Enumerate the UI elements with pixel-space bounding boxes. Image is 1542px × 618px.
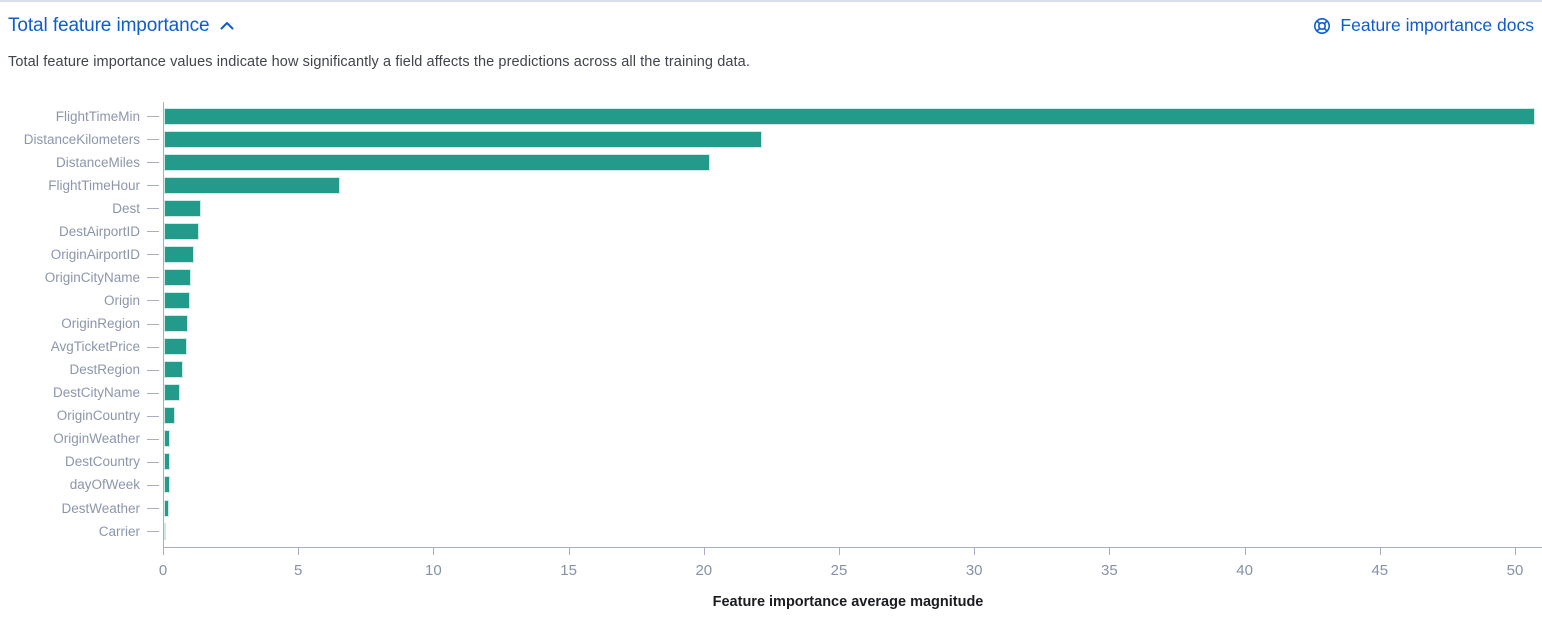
- bar[interactable]: [164, 199, 201, 217]
- y-axis-label: OriginWeather: [53, 431, 140, 447]
- bar[interactable]: [164, 130, 762, 148]
- x-tick-label: 20: [695, 562, 713, 579]
- x-tick: [298, 547, 300, 555]
- bar[interactable]: [164, 476, 170, 494]
- bar[interactable]: [164, 338, 187, 356]
- section-title: Total feature importance: [8, 15, 210, 36]
- y-axis-label: DestAirportID: [58, 223, 140, 239]
- y-tick: [147, 415, 159, 417]
- x-axis-line: [163, 547, 1542, 548]
- x-tick-label: 10: [425, 562, 442, 579]
- y-axis-label: AvgTicketPrice: [50, 339, 140, 355]
- x-tick-label: 50: [1506, 562, 1524, 579]
- bar[interactable]: [164, 384, 181, 402]
- bar[interactable]: [164, 407, 175, 425]
- docs-link-label: Feature importance docs: [1340, 15, 1534, 35]
- x-tick: [568, 547, 570, 555]
- x-tick-label: 30: [965, 562, 983, 579]
- x-tick: [703, 547, 705, 555]
- y-tick: [147, 392, 159, 394]
- bar[interactable]: [164, 245, 194, 263]
- y-tick: [147, 208, 159, 210]
- y-axis-label: FlightTimeHour: [48, 177, 140, 193]
- x-tick-label: 15: [560, 562, 577, 579]
- x-tick: [433, 547, 435, 555]
- y-axis-label: DestWeather: [61, 500, 140, 516]
- bar[interactable]: [164, 453, 170, 471]
- y-tick: [147, 300, 159, 302]
- bar[interactable]: [164, 153, 711, 171]
- y-axis-label: DestCountry: [64, 454, 140, 470]
- x-tick-label: 45: [1371, 562, 1389, 579]
- y-tick: [147, 162, 159, 164]
- y-axis-label: dayOfWeek: [69, 477, 140, 493]
- x-tick: [1379, 547, 1381, 555]
- y-axis-label: Carrier: [98, 523, 140, 539]
- x-tick-label: 35: [1101, 562, 1118, 579]
- x-tick: [1515, 547, 1516, 555]
- x-axis-title: Feature importance average magnitude: [712, 594, 984, 610]
- y-axis-line: [163, 102, 164, 547]
- y-tick: [147, 346, 159, 348]
- y-tick: [147, 277, 159, 279]
- bar[interactable]: [164, 430, 171, 448]
- y-tick: [147, 323, 159, 325]
- y-axis-label: DistanceMiles: [55, 154, 140, 170]
- bar[interactable]: [164, 291, 190, 309]
- total-feature-importance-toggle[interactable]: Total feature importance: [8, 15, 235, 37]
- feature-importance-docs-link[interactable]: Feature importance docs: [1313, 15, 1534, 36]
- y-tick: [147, 254, 159, 256]
- bar[interactable]: [164, 499, 169, 517]
- y-tick: [147, 531, 159, 533]
- x-tick: [974, 547, 976, 555]
- y-tick: [147, 484, 159, 486]
- y-tick: [147, 231, 159, 233]
- lifebuoy-help-icon: [1313, 17, 1331, 35]
- x-tick: [1109, 547, 1111, 555]
- y-axis-label: DestCityName: [52, 385, 140, 401]
- section-description: Total feature importance values indicate…: [8, 54, 750, 70]
- y-axis-label: DistanceKilometers: [23, 131, 140, 147]
- bar[interactable]: [164, 268, 192, 286]
- x-tick-label: 5: [294, 562, 303, 579]
- y-tick: [147, 139, 159, 141]
- chevron-up-icon: [219, 18, 235, 34]
- x-tick-label: 25: [830, 562, 848, 579]
- y-axis-label: OriginCityName: [44, 269, 140, 285]
- y-tick: [147, 185, 159, 187]
- y-axis-label: FlightTimeMin: [55, 108, 140, 124]
- bar[interactable]: [164, 361, 184, 379]
- x-tick-label: 0: [158, 562, 168, 579]
- x-tick: [1244, 547, 1246, 555]
- bar[interactable]: [164, 222, 200, 240]
- y-tick: [147, 461, 159, 463]
- bar[interactable]: [164, 176, 340, 194]
- y-tick: [147, 116, 159, 117]
- x-tick: [163, 547, 164, 555]
- y-axis-label: OriginAirportID: [50, 246, 140, 262]
- y-axis-label: OriginRegion: [61, 316, 140, 332]
- y-axis-label: Origin: [103, 292, 140, 308]
- y-tick: [147, 438, 159, 440]
- y-axis-label: Dest: [112, 200, 140, 216]
- y-tick: [147, 369, 159, 371]
- x-tick-label: 40: [1236, 562, 1253, 579]
- bar[interactable]: [164, 522, 166, 540]
- y-axis-label: OriginCountry: [56, 408, 140, 424]
- y-tick: [147, 508, 159, 510]
- y-axis-label: DestRegion: [69, 362, 140, 378]
- bar[interactable]: [164, 315, 189, 333]
- x-tick: [839, 547, 840, 555]
- bar[interactable]: [164, 107, 1535, 125]
